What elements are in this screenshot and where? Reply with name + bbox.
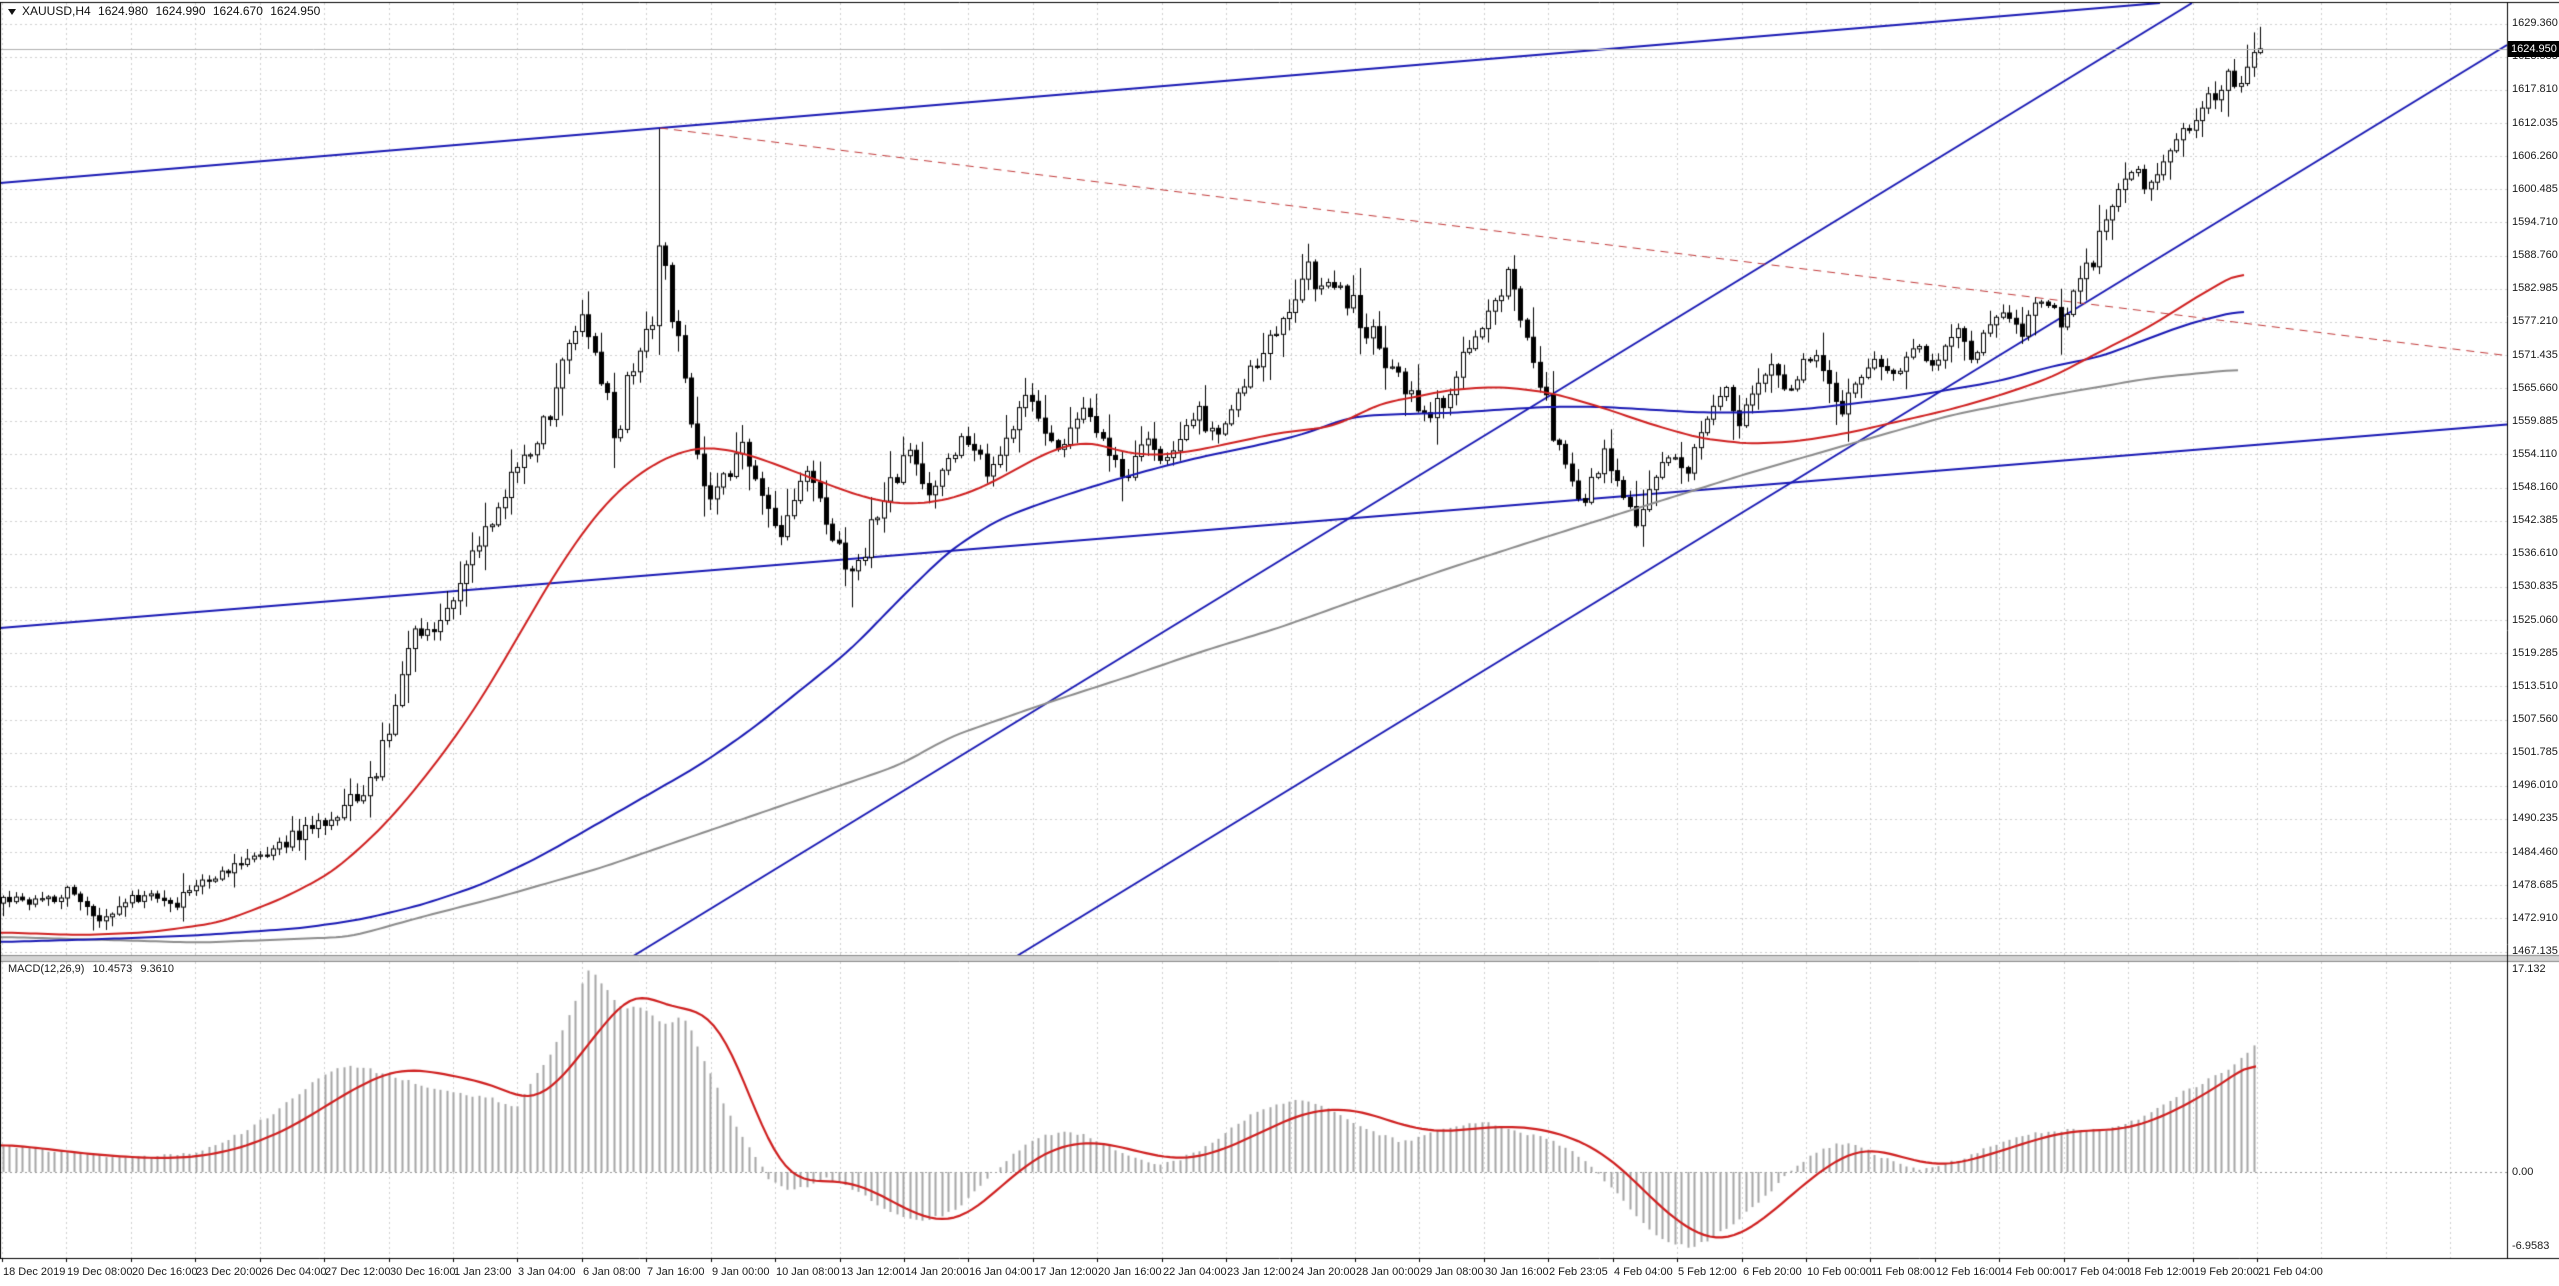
time-axis-label: 21 Feb 04:00 (2258, 1266, 2323, 1278)
price-axis-label: 1519.285 (2512, 647, 2558, 659)
price-axis-label: 1554.110 (2512, 448, 2558, 460)
time-axis-label: 6 Jan 08:00 (583, 1266, 641, 1278)
price-axis-label: 1507.560 (2512, 713, 2558, 725)
price-axis-label: 1467.135 (2512, 945, 2558, 957)
price-axis-label: 1582.985 (2512, 282, 2558, 294)
chart-title: XAUUSD,H4 1624.980 1624.990 1624.670 162… (22, 4, 324, 18)
time-axis-label: 26 Dec 04:00 (261, 1266, 327, 1278)
price-axis-label: 1501.785 (2512, 746, 2558, 758)
price-axis-label: 1565.660 (2512, 382, 2558, 394)
price-axis-label: 1577.210 (2512, 315, 2558, 327)
price-axis-label: 1612.035 (2512, 117, 2558, 129)
price-axis-label: 1617.810 (2512, 83, 2558, 95)
time-axis-label: 27 Dec 12:00 (325, 1266, 391, 1278)
time-axis-label: 10 Jan 08:00 (776, 1266, 840, 1278)
macd-axis-label: 17.132 (2512, 963, 2546, 975)
price-axis-label: 1606.260 (2512, 150, 2558, 162)
time-axis-label: 17 Feb 04:00 (2065, 1266, 2130, 1278)
price-axis-label: 1629.360 (2512, 17, 2558, 29)
ohlc-close: 1624.950 (270, 4, 321, 18)
time-axis-label: 6 Feb 20:00 (1743, 1266, 1802, 1278)
time-axis-label: 23 Dec 20:00 (196, 1266, 262, 1278)
price-axis-label: 1496.010 (2512, 779, 2558, 791)
time-axis-label: 4 Feb 04:00 (1614, 1266, 1673, 1278)
time-axis-label: 17 Jan 12:00 (1034, 1266, 1098, 1278)
time-axis-label: 18 Dec 2019 (3, 1266, 66, 1278)
price-axis-label: 1490.235 (2512, 812, 2558, 824)
macd-axis-label: -6.9583 (2512, 1240, 2550, 1252)
time-axis-label: 2 Feb 23:05 (1549, 1266, 1608, 1278)
pane-resize-handle[interactable] (0, 955, 2559, 962)
time-axis-label: 20 Jan 16:00 (1098, 1266, 1162, 1278)
time-axis-label: 22 Jan 04:00 (1163, 1266, 1227, 1278)
time-axis-label: 19 Feb 20:00 (2194, 1266, 2259, 1278)
macd-signal-value: 9.3610 (140, 963, 174, 975)
price-axis-label: 1559.885 (2512, 415, 2558, 427)
price-axis-label: 1478.685 (2512, 879, 2558, 891)
time-axis-label: 14 Jan 20:00 (905, 1266, 969, 1278)
price-axis-label: 1588.760 (2512, 249, 2558, 261)
time-axis-label: 9 Jan 00:00 (712, 1266, 770, 1278)
macd-indicator-label: MACD(12,26,9) 10.4573 9.3610 (8, 963, 179, 975)
price-axis-label: 1484.460 (2512, 846, 2558, 858)
price-axis-label: 1571.435 (2512, 349, 2558, 361)
time-axis-label: 20 Dec 16:00 (132, 1266, 198, 1278)
time-axis-label: 24 Jan 20:00 (1292, 1266, 1356, 1278)
macd-name: MACD(12,26,9) (8, 963, 85, 975)
time-axis-label: 30 Dec 16:00 (390, 1266, 456, 1278)
price-axis-label: 1525.060 (2512, 614, 2558, 626)
time-axis-label: 18 Feb 12:00 (2129, 1266, 2194, 1278)
macd-main-value: 10.4573 (92, 963, 133, 975)
time-axis-label: 12 Feb 16:00 (1936, 1266, 2001, 1278)
price-axis-label: 1594.710 (2512, 216, 2558, 228)
time-axis-label: 16 Jan 04:00 (969, 1266, 1033, 1278)
time-axis-label: 10 Feb 00:00 (1807, 1266, 1872, 1278)
ohlc-high: 1624.990 (155, 4, 206, 18)
price-axis-label: 1548.160 (2512, 481, 2558, 493)
time-axis-label: 23 Jan 12:00 (1227, 1266, 1291, 1278)
symbol-marker-icon[interactable] (8, 9, 16, 15)
time-axis-label: 3 Jan 04:00 (518, 1266, 576, 1278)
current-price-badge: 1624.950 (2508, 41, 2559, 57)
price-axis-label: 1536.610 (2512, 547, 2558, 559)
time-axis-label: 7 Jan 16:00 (647, 1266, 705, 1278)
macd-axis-label: 0.00 (2512, 1166, 2534, 1178)
price-axis-label: 1530.835 (2512, 580, 2558, 592)
time-axis-label: 28 Jan 00:00 (1356, 1266, 1420, 1278)
time-axis-label: 14 Feb 00:00 (2000, 1266, 2065, 1278)
ohlc-open: 1624.980 (98, 4, 149, 18)
time-axis-label: 30 Jan 16:00 (1485, 1266, 1549, 1278)
time-axis-label: 29 Jan 08:00 (1420, 1266, 1484, 1278)
symbol-period-label: XAUUSD,H4 (22, 4, 91, 18)
time-axis-label: 13 Jan 12:00 (841, 1266, 905, 1278)
price-axis-label: 1513.510 (2512, 680, 2558, 692)
price-axis-label: 1600.485 (2512, 183, 2558, 195)
ohlc-low: 1624.670 (212, 4, 263, 18)
time-axis-label: 5 Feb 12:00 (1678, 1266, 1737, 1278)
price-axis-label: 1542.385 (2512, 514, 2558, 526)
time-axis-label: 1 Jan 23:00 (454, 1266, 512, 1278)
time-axis-label: 11 Feb 08:00 (1871, 1266, 1936, 1278)
time-axis-label: 19 Dec 08:00 (67, 1266, 133, 1278)
price-axis-label: 1472.910 (2512, 912, 2558, 924)
